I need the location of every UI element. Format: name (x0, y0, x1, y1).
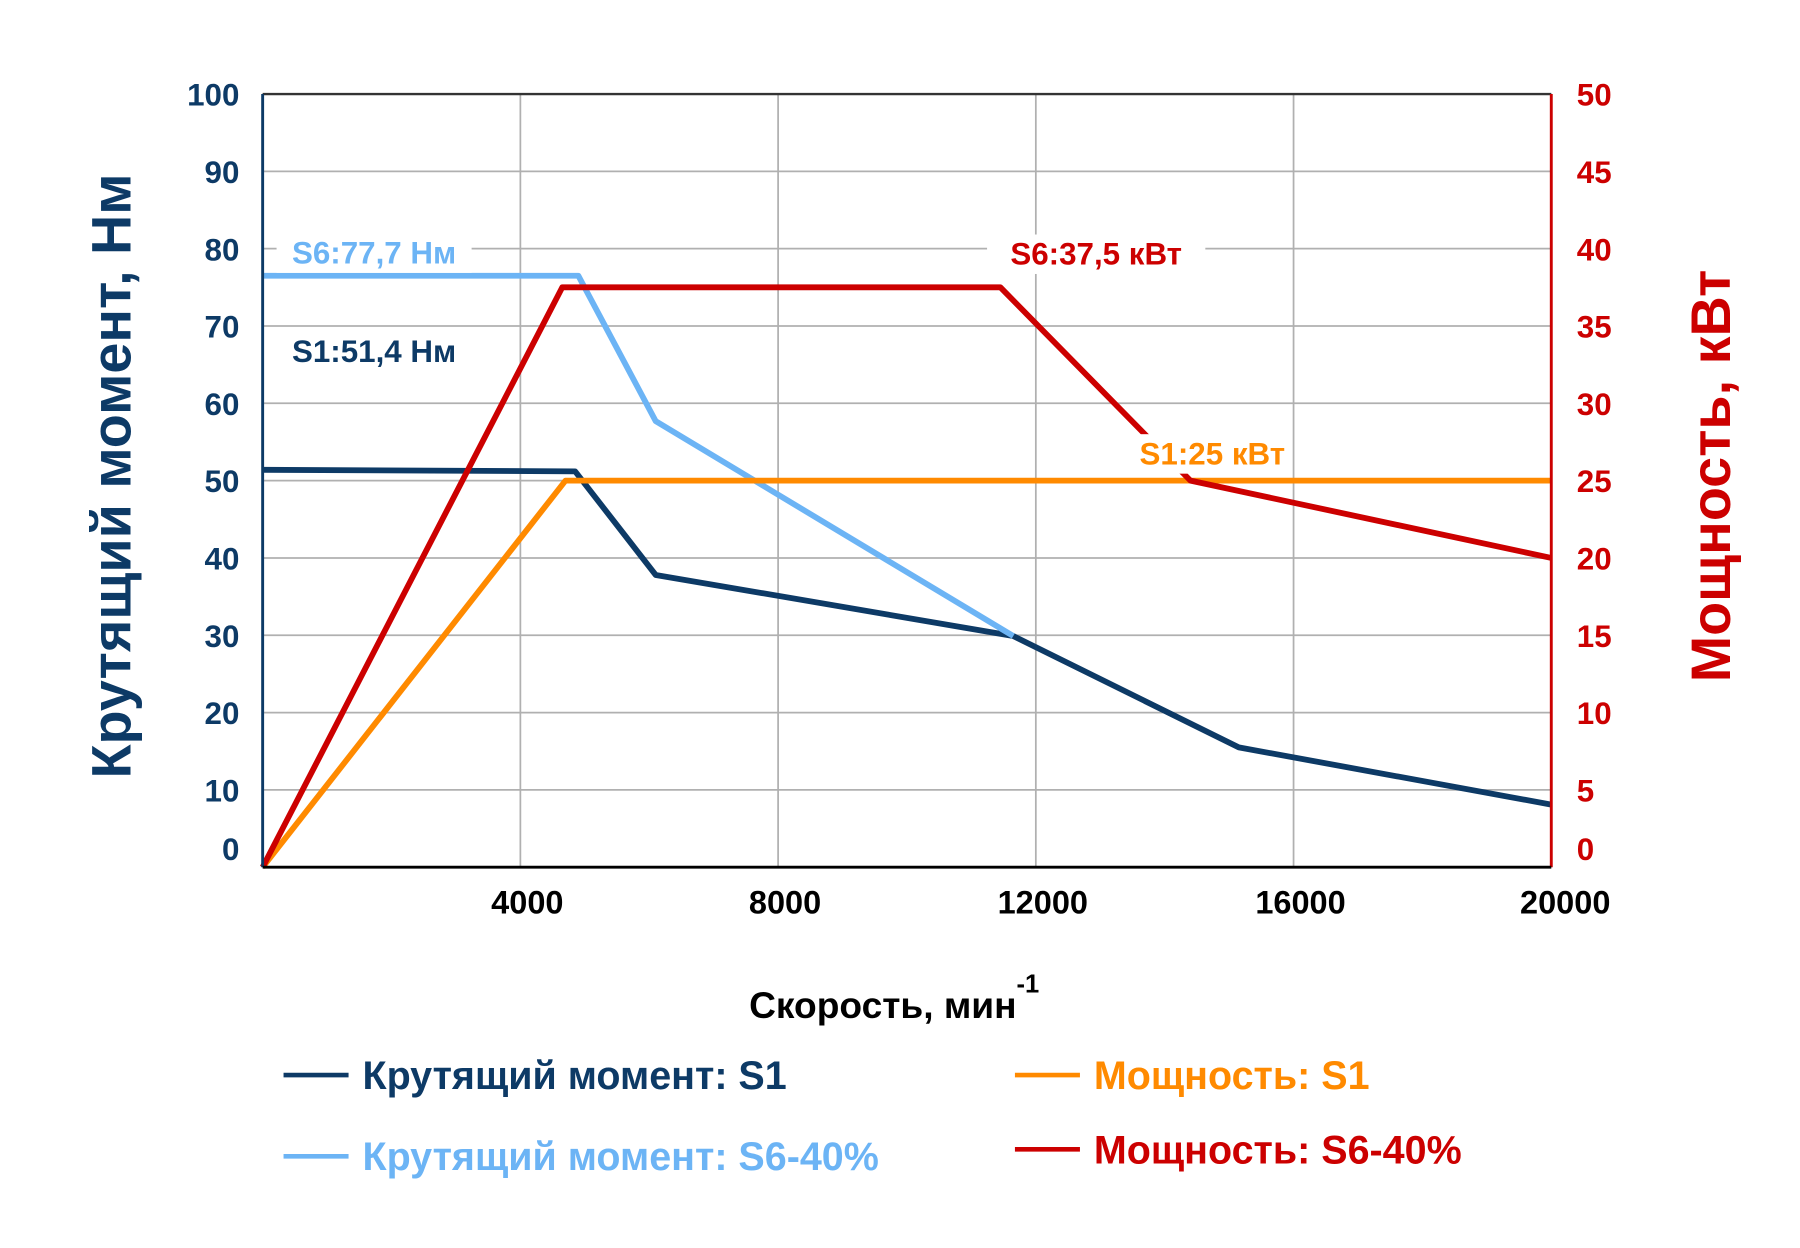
y-left-tick-label: 80 (205, 232, 240, 267)
x-tick-label: 16000 (1255, 885, 1345, 921)
y-right-tick-label: 10 (1577, 696, 1612, 731)
annotation-label: S1:25 кВт (1140, 436, 1286, 471)
x-tick-label: 8000 (749, 885, 821, 921)
series-line-2 (260, 477, 1552, 870)
y-right-tick-label: 50 (1577, 78, 1612, 113)
series-lines (260, 272, 1552, 870)
y-right-tick-label: 20 (1577, 542, 1612, 577)
annotation-bg (987, 234, 1206, 274)
axes: 0 10 20 30 40 50 60 70 80 90 100 0 5 10 15 20 25 30 35 40 45… (187, 78, 1612, 921)
x-tick-label: 12000 (998, 885, 1088, 921)
annotation-bg (1132, 434, 1293, 474)
y-left-tick-label: 40 (205, 542, 240, 577)
series-line-1 (262, 272, 1015, 639)
y-left-tick-label: 30 (205, 619, 240, 654)
annotation-label: S6:37,5 кВт (1010, 237, 1182, 272)
y-right-tick-label: 25 (1577, 464, 1612, 499)
x-label-sup: -1 (1017, 971, 1040, 999)
y-right-tick-label: 45 (1577, 155, 1612, 190)
legend: Крутящий момент: S1 Крутящий момент: S6-4… (283, 1054, 1462, 1179)
legend-label: Мощность: S6-40% (1094, 1128, 1462, 1172)
y-right-tick-label: 30 (1577, 387, 1612, 422)
y-right-tick-label: 35 (1577, 310, 1612, 345)
y-right-label: Мощность, кВт (1680, 270, 1742, 683)
legend-label: Крутящий момент: S1 (362, 1054, 786, 1098)
annotations: S6:77,7 Нм S1:51,4 Нм S6:37,5 кВт S1:25 кВт (276, 233, 1293, 474)
legend-label: Крутящий момент: S6-40% (362, 1135, 878, 1179)
y-left-tick-label: 100 (187, 78, 239, 113)
x-axis-label: Скорость, мин-1 (749, 971, 1039, 1027)
y-left-label: Крутящий момент, Нм (80, 174, 142, 779)
x-tick-label: 4000 (491, 885, 563, 921)
y-left-tick-label: 50 (205, 464, 240, 499)
y-right-tick-label: 5 (1577, 774, 1594, 809)
annotation-label: S6:77,7 Нм (292, 236, 456, 271)
y-left-tick-label: 60 (205, 387, 240, 422)
x-tick-label: 20000 (1520, 885, 1610, 921)
y-left-tick-label: 90 (205, 155, 240, 190)
x-label-text: Скорость, мин (749, 984, 1016, 1026)
y-right-tick-label: 15 (1577, 619, 1612, 654)
annotation-label: S1:51,4 Нм (292, 334, 456, 369)
y-left-tick-label: 20 (205, 696, 240, 731)
annotation-bg (276, 233, 472, 273)
y-left-tick-label: 70 (205, 310, 240, 345)
y-left-tick-label: 10 (205, 774, 240, 809)
y-left-tick-label: 0 (222, 832, 239, 867)
y-right-tick-label: 40 (1577, 232, 1612, 267)
series-line-3 (260, 284, 1552, 869)
y-right-tick-label: 0 (1577, 832, 1594, 867)
legend-label: Мощность: S1 (1094, 1054, 1370, 1098)
series-line-0 (262, 466, 1552, 808)
